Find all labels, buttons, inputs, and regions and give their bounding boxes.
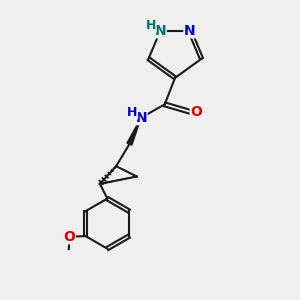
Text: H: H [146, 19, 156, 32]
Text: O: O [190, 105, 202, 119]
Text: H: H [127, 106, 137, 119]
Text: N: N [135, 111, 147, 124]
Polygon shape [127, 118, 141, 145]
Text: N: N [184, 24, 196, 38]
Polygon shape [100, 176, 137, 184]
Text: O: O [64, 230, 75, 244]
Text: N: N [154, 24, 166, 38]
